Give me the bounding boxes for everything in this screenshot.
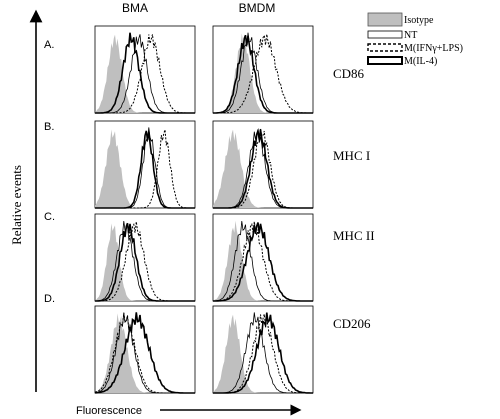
legend-label-il4: M(IL-4) [404, 56, 437, 67]
histogram-m-ifn-lps [213, 33, 313, 114]
histogram-isotype [95, 129, 195, 208]
panel-mhc-ii-bmdm [212, 213, 314, 302]
histogram-isotype [213, 314, 313, 393]
histogram-m-il-4 [95, 312, 195, 394]
histogram-m-il-4 [95, 222, 195, 302]
legend-swatch-ifn-lps [367, 43, 403, 52]
histogram-m-il-4 [213, 34, 313, 114]
histogram-m-il-4 [95, 130, 195, 209]
panel-cd86-bmdm [212, 25, 314, 114]
panel-cd206-bma [94, 305, 196, 394]
column-header-bma: BMA [122, 1, 148, 15]
histogram-m-il-4 [95, 32, 195, 114]
panel-letter-c: C. [44, 211, 55, 223]
legend-swatch-il4 [367, 56, 403, 65]
histogram-isotype [213, 129, 313, 208]
legend-label-ifn-lps: M(IFNγ+LPS) [404, 43, 463, 54]
panel-letter-d: D. [44, 293, 55, 305]
histogram-m-ifn-lps [213, 313, 313, 394]
histogram-isotype [95, 34, 195, 113]
histogram-m-il-4 [213, 127, 313, 209]
legend-swatch-isotype [367, 12, 403, 27]
panel-cd86-bma [94, 25, 196, 114]
legend: Isotype NT M(IFNγ+LPS) M(IL-4) [367, 12, 463, 67]
marker-label-cd206: CD206 [333, 316, 371, 331]
panel-cd206-bmdm [212, 305, 314, 394]
histogram-m-ifn-lps [95, 129, 195, 209]
y-axis-label: Relative events [9, 165, 24, 245]
legend-label-nt: NT [404, 30, 417, 41]
marker-label-mhc-ii: MHC II [333, 228, 375, 243]
histogram-isotype [95, 313, 195, 393]
x-axis-label: Fluorescence [76, 405, 142, 417]
marker-label-cd86: CD86 [333, 66, 365, 81]
panel-mhc-ii-bma [94, 213, 196, 302]
panel-mhc-i-bma [94, 120, 196, 209]
histogram-m-il-4 [213, 222, 313, 302]
panel-frame [212, 25, 314, 114]
legend-label-isotype: Isotype [404, 15, 434, 26]
legend-swatch-nt [367, 30, 403, 39]
histogram-isotype [213, 33, 313, 113]
panel-letter-b: B. [44, 121, 54, 133]
histogram-m-il-4 [213, 312, 313, 394]
marker-label-mhc-i: MHC I [333, 148, 370, 163]
column-header-bmdm: BMDM [239, 1, 276, 15]
histogram-isotype [213, 220, 313, 301]
panel-mhc-i-bmdm [212, 120, 314, 209]
histogram-nt [213, 312, 313, 394]
panel-letter-a: A. [44, 39, 54, 51]
